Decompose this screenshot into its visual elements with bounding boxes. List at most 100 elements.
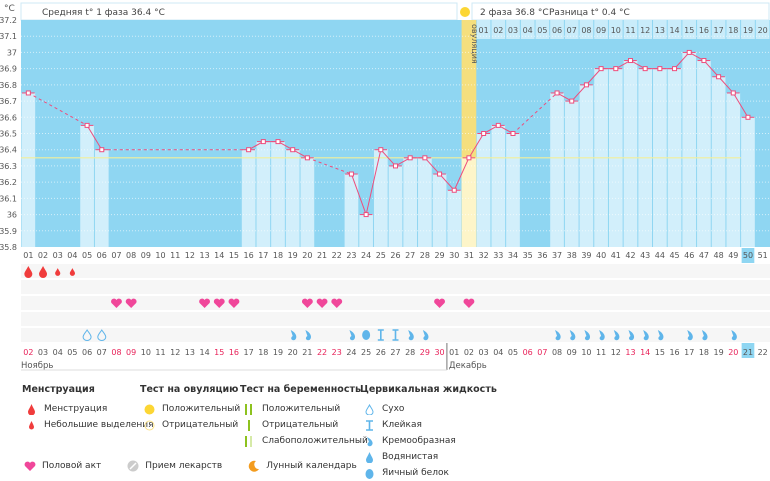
dry-drop-icon bbox=[97, 329, 107, 341]
cycle-day-label: 13 bbox=[199, 251, 209, 260]
date-label: 15 bbox=[214, 348, 224, 357]
date-label: 11 bbox=[596, 348, 606, 357]
phase2-day-cell bbox=[506, 20, 520, 39]
date-label: 26 bbox=[376, 348, 386, 357]
creamy-icon bbox=[643, 330, 649, 341]
phase2-day-cell bbox=[726, 20, 741, 39]
cycle-day-label: 22 bbox=[332, 251, 342, 260]
cycle-day-label: 47 bbox=[699, 251, 709, 260]
creamy-icon bbox=[349, 330, 356, 341]
phase2-average: 2 фаза 36.8 °C bbox=[480, 8, 549, 18]
date-label: 09 bbox=[126, 348, 136, 357]
cycle-day-label: 08 bbox=[126, 251, 136, 260]
phase2-day-cell bbox=[550, 20, 564, 39]
y-tick-label: 36.3 bbox=[0, 162, 17, 171]
date-label: 19 bbox=[273, 348, 283, 357]
heart-icon bbox=[463, 298, 475, 308]
phase2-day-label: 15 bbox=[684, 26, 694, 35]
temperature-line-segment bbox=[468, 133, 485, 159]
date-label: 29 bbox=[420, 348, 430, 357]
heart-icon bbox=[301, 298, 313, 308]
phase2-day-cell bbox=[667, 20, 682, 39]
temperature-point bbox=[290, 147, 296, 153]
temperature-point bbox=[451, 187, 457, 193]
cycle-day-label: 42 bbox=[625, 251, 635, 260]
temperature-line-segment bbox=[86, 125, 103, 150]
cycle-day-label: 11 bbox=[170, 251, 180, 260]
temperature-point bbox=[495, 122, 501, 128]
cycle-day-label: 49 bbox=[728, 251, 738, 260]
cycle-day-label: 12 bbox=[185, 251, 195, 260]
date-label: 08 bbox=[111, 348, 121, 357]
date-label: 17 bbox=[244, 348, 254, 357]
y-tick-label: 36.1 bbox=[0, 194, 17, 203]
creamy-icon bbox=[290, 330, 297, 341]
dry-drop-icon bbox=[82, 329, 92, 341]
date-label: 28 bbox=[405, 348, 415, 357]
legend-pregnancy-test: Тест на беременность Положительный Отриц… bbox=[240, 384, 368, 449]
legend-item: Слабоположительный bbox=[262, 436, 368, 446]
temperature-point bbox=[99, 147, 105, 153]
temperature-bar bbox=[241, 149, 256, 247]
cycle-day-label: 36 bbox=[537, 251, 547, 260]
temperature-bar bbox=[373, 149, 388, 247]
temperature-bar bbox=[271, 141, 285, 247]
temperature-point bbox=[393, 163, 398, 169]
creamy-icon bbox=[657, 330, 664, 341]
y-tick-label: 36.8 bbox=[0, 81, 17, 90]
date-label: 07 bbox=[97, 348, 107, 357]
phase2-day-label: 20 bbox=[758, 26, 768, 35]
temperature-bar bbox=[476, 133, 491, 247]
temperature-line-segment bbox=[732, 92, 749, 118]
date-label: 16 bbox=[669, 348, 679, 357]
cycle-day-label: 30 bbox=[449, 251, 459, 260]
phase2-day-label: 02 bbox=[493, 26, 503, 35]
temperature-bar bbox=[506, 133, 520, 247]
temperature-line-segment bbox=[439, 173, 455, 191]
temperature-bar bbox=[711, 76, 726, 247]
moon-icon bbox=[246, 460, 262, 472]
date-label: 27 bbox=[390, 348, 400, 357]
temperature-point bbox=[422, 155, 428, 161]
two-lines-icon bbox=[240, 403, 258, 415]
temperature-point bbox=[613, 66, 619, 72]
date-label: 22 bbox=[317, 348, 327, 357]
temperature-line-segment bbox=[307, 157, 352, 175]
temperature-bar bbox=[697, 60, 711, 248]
date-label: 13 bbox=[185, 348, 195, 357]
legend-item: Водянистая bbox=[382, 452, 439, 462]
temperature-bar bbox=[623, 60, 638, 248]
bbt-chart: °C Средняя t° 1 фаза 36.4 °C 2 фаза 36.8… bbox=[0, 2, 770, 371]
cycle-day-label: 43 bbox=[640, 251, 650, 260]
cycle-day-label: 32 bbox=[479, 251, 489, 260]
cycle-day-label: 29 bbox=[434, 251, 444, 260]
date-label: 16 bbox=[229, 348, 239, 357]
creamy-icon bbox=[613, 330, 620, 341]
temperature-point bbox=[437, 171, 443, 177]
phase2-day-label: 19 bbox=[743, 26, 753, 35]
temperature-point bbox=[716, 74, 722, 80]
temperature-bar bbox=[682, 52, 697, 247]
creamy-icon bbox=[701, 330, 708, 341]
temperature-line-segment bbox=[571, 84, 587, 102]
cycle-day-label: 06 bbox=[97, 251, 107, 260]
date-label: 24 bbox=[346, 348, 356, 357]
y-tick-label: 36.6 bbox=[0, 113, 17, 122]
cycle-day-label: 21 bbox=[317, 251, 327, 260]
unit-label: °C bbox=[4, 4, 15, 14]
temperature-bar bbox=[80, 125, 94, 247]
phase2-day-cell bbox=[682, 20, 697, 39]
cycle-day-label: 20 bbox=[302, 251, 312, 260]
date-label: 03 bbox=[479, 348, 489, 357]
small-drop-icon bbox=[69, 268, 76, 276]
phase2-day-label: 04 bbox=[523, 26, 533, 35]
phase2-day-label: 14 bbox=[669, 26, 679, 35]
y-tick-label: 36 bbox=[7, 211, 17, 220]
temperature-bar bbox=[94, 149, 109, 247]
faint-line-icon bbox=[240, 435, 258, 447]
phase2-day-cell bbox=[697, 20, 711, 39]
temperature-bar bbox=[256, 141, 271, 247]
cycle-day-label: 17 bbox=[258, 251, 268, 260]
legend-title: Тест на овуляцию bbox=[140, 384, 239, 395]
date-label: 01 bbox=[449, 348, 459, 357]
